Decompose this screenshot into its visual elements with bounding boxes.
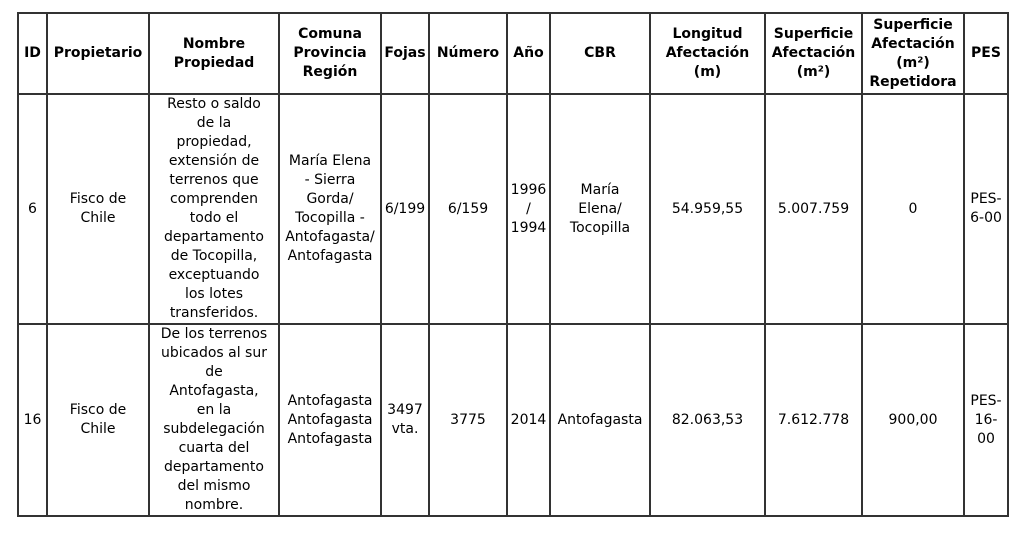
header-numero: Número [428, 12, 508, 95]
cell-pes: PES- 6-00 [963, 93, 1009, 325]
cell-comuna-provincia-region: Antofagasta Antofagasta Antofagasta [278, 323, 382, 517]
header-fojas: Fojas [380, 12, 430, 95]
cell-longitud-afectacion: 54.959,55 [649, 93, 766, 325]
cell-ano: 2014 [506, 323, 551, 517]
cell-propietario: Fisco de Chile [46, 323, 150, 517]
cell-cbr: María Elena/ Tocopilla [549, 93, 651, 325]
header-pes: PES [963, 12, 1009, 95]
cell-superficie-afectacion: 7.612.778 [764, 323, 863, 517]
cell-superficie-afectacion-repetidora: 0 [861, 93, 965, 325]
cell-comuna-provincia-region: María Elena - Sierra Gorda/ Tocopilla - … [278, 93, 382, 325]
header-comuna-provincia-region: Comuna Provincia Región [278, 12, 382, 95]
header-ano: Año [506, 12, 551, 95]
cell-nombre-propiedad: De los terrenos ubicados al sur de Antof… [148, 323, 280, 517]
header-propietario: Propietario [46, 12, 150, 95]
cell-id: 16 [17, 323, 48, 517]
cell-superficie-afectacion: 5.007.759 [764, 93, 863, 325]
header-superficie-afectacion: Superficie Afectación (m²) [764, 12, 863, 95]
cell-numero: 3775 [428, 323, 508, 517]
cell-id: 6 [17, 93, 48, 325]
cell-numero: 6/159 [428, 93, 508, 325]
header-longitud-afectacion: Longitud Afectación (m) [649, 12, 766, 95]
header-superficie-afectacion-repetidora: Superficie Afectación (m²) Repetidora [861, 12, 965, 95]
property-affectation-table: ID Propietario Nombre Propiedad Comuna P… [17, 12, 1009, 517]
header-row: ID Propietario Nombre Propiedad Comuna P… [17, 12, 1009, 95]
cell-propietario: Fisco de Chile [46, 93, 150, 325]
cell-superficie-afectacion-repetidora: 900,00 [861, 323, 965, 517]
header-nombre-propiedad: Nombre Propiedad [148, 12, 280, 95]
cell-cbr: Antofagasta [549, 323, 651, 517]
header-cbr: CBR [549, 12, 651, 95]
table-row-16: 16 Fisco de Chile De los terrenos ubicad… [17, 323, 1009, 517]
cell-longitud-afectacion: 82.063,53 [649, 323, 766, 517]
cell-fojas: 6/199 [380, 93, 430, 325]
table-row-6: 6 Fisco de Chile Resto o saldo de la pro… [17, 93, 1009, 325]
cell-fojas: 3497 vta. [380, 323, 430, 517]
header-id: ID [17, 12, 48, 95]
cell-nombre-propiedad: Resto o saldo de la propiedad, extensión… [148, 93, 280, 325]
cell-pes: PES- 16- 00 [963, 323, 1009, 517]
cell-ano: 1996 / 1994 [506, 93, 551, 325]
